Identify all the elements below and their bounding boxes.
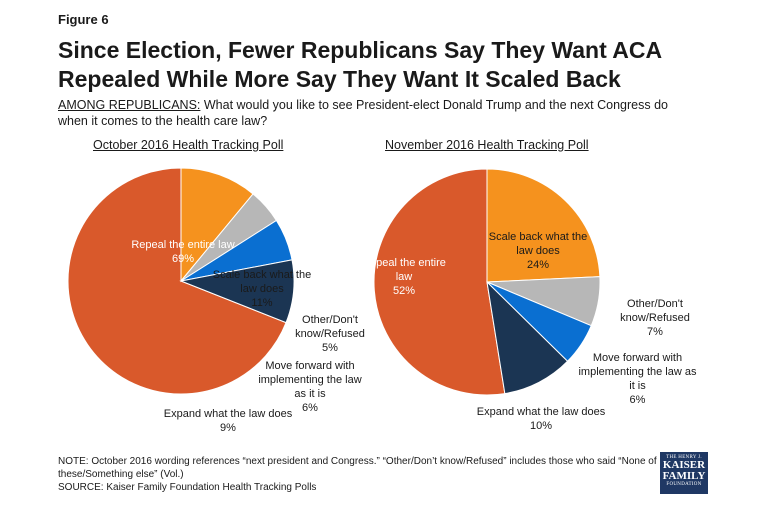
note-block: NOTE: October 2016 wording references “n… [58,455,658,494]
pie-november-label-scale-back: Scale back what the law does 24% [488,231,588,271]
pie-november-label-move-forward: Move forward with implementing the law a… [578,352,697,406]
pie-title-october: October 2016 Health Tracking Poll [93,138,284,152]
pie-october-label-move-forward: Move forward with implementing the law a… [258,360,362,414]
logo-line-2a: KAISER [662,459,706,471]
pie-november-label-other: Other/Don't know/Refused 7% [620,298,690,338]
pie-october [67,167,295,395]
pie-title-november: November 2016 Health Tracking Poll [385,138,589,152]
pie-october-label-repeal: Repeal the entire law 69% [131,239,235,265]
pie-november-slice-repeal [373,168,506,396]
pie-october-slice-expand [179,259,295,324]
pie-november [373,168,601,396]
pie-october-label-other: Other/Don't know/Refused 5% [295,314,365,354]
subtitle-question: What would you like to see President-ele… [58,98,669,128]
subtitle-lead: AMONG REPUBLICANS: [58,98,201,112]
figure-label: Figure 6 [58,12,109,27]
chart-title: Since Election, Fewer Republicans Say Th… [58,37,662,92]
kff-logo: THE HENRY J. KAISER FAMILY FOUNDATION [660,452,708,494]
source-text: SOURCE: Kaiser Family Foundation Health … [58,482,317,493]
logo-line-3: FOUNDATION [666,482,702,487]
pie-october-label-scale-back: Scale back what the law does 11% [212,269,312,309]
pie-november-slice-expand [486,280,569,395]
pie-november-label-repeal: Repeal the entire law 52% [362,257,446,297]
note-text: NOTE: October 2016 wording references “n… [58,456,657,480]
pie-november-label-expand: Expand what the law does 10% [476,406,606,432]
pie-october-slice-repeal [67,167,287,395]
chart-subtitle: AMONG REPUBLICANS: What would you like t… [58,97,698,129]
logo-line-2b: FAMILY [662,470,706,482]
pie-october-slice-scale-back [180,167,254,283]
logo-line-1: THE HENRY J. [666,455,702,460]
pie-october-label-expand: Expand what the law does 9% [163,408,293,434]
pie-november-slice-scale-back [486,168,601,283]
